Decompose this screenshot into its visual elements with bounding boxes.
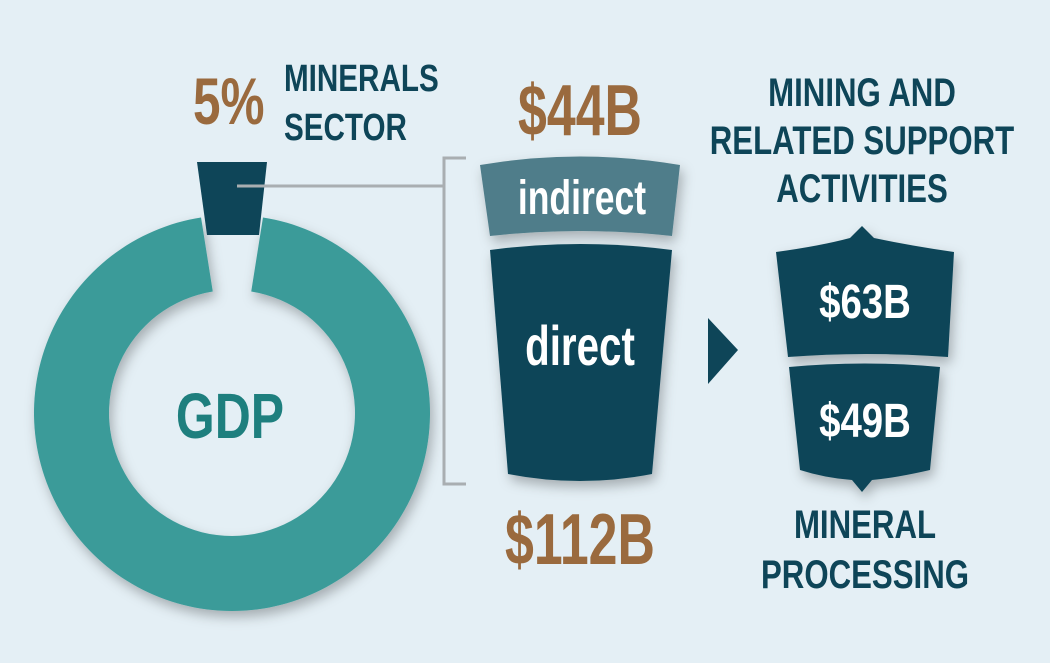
gdp-center-label: GDP [176, 381, 284, 452]
mining-label-line2: RELATED SUPPORT [710, 118, 1014, 163]
mining-label-line1: MINING AND [768, 70, 956, 115]
gdp-ring [33, 217, 430, 611]
minerals-sector-wedge [197, 162, 267, 235]
processing-segment [789, 363, 940, 492]
minerals-sector-label-line1: MINERALS [284, 58, 439, 100]
indirect-segment [480, 156, 680, 236]
mining-value-label: $63B [819, 276, 911, 329]
processing-value-label: $49B [819, 395, 911, 448]
direct-label: direct [525, 316, 635, 378]
mining-segment [776, 226, 954, 357]
indirect-value-label: $44B [518, 71, 642, 151]
minerals-share-percent: 5% [193, 65, 265, 139]
mining-label-line3: ACTIVITIES [776, 166, 948, 211]
arrow-icon [708, 318, 738, 384]
direct-value-label: $112B [505, 500, 655, 580]
minerals-sector-label-line2: SECTOR [284, 107, 407, 149]
processing-label-line1: MINERAL [794, 502, 936, 547]
direct-segment [490, 244, 672, 481]
processing-label-line2: PROCESSING [761, 552, 969, 597]
indirect-label: indirect [518, 171, 646, 224]
bracket [442, 156, 466, 486]
